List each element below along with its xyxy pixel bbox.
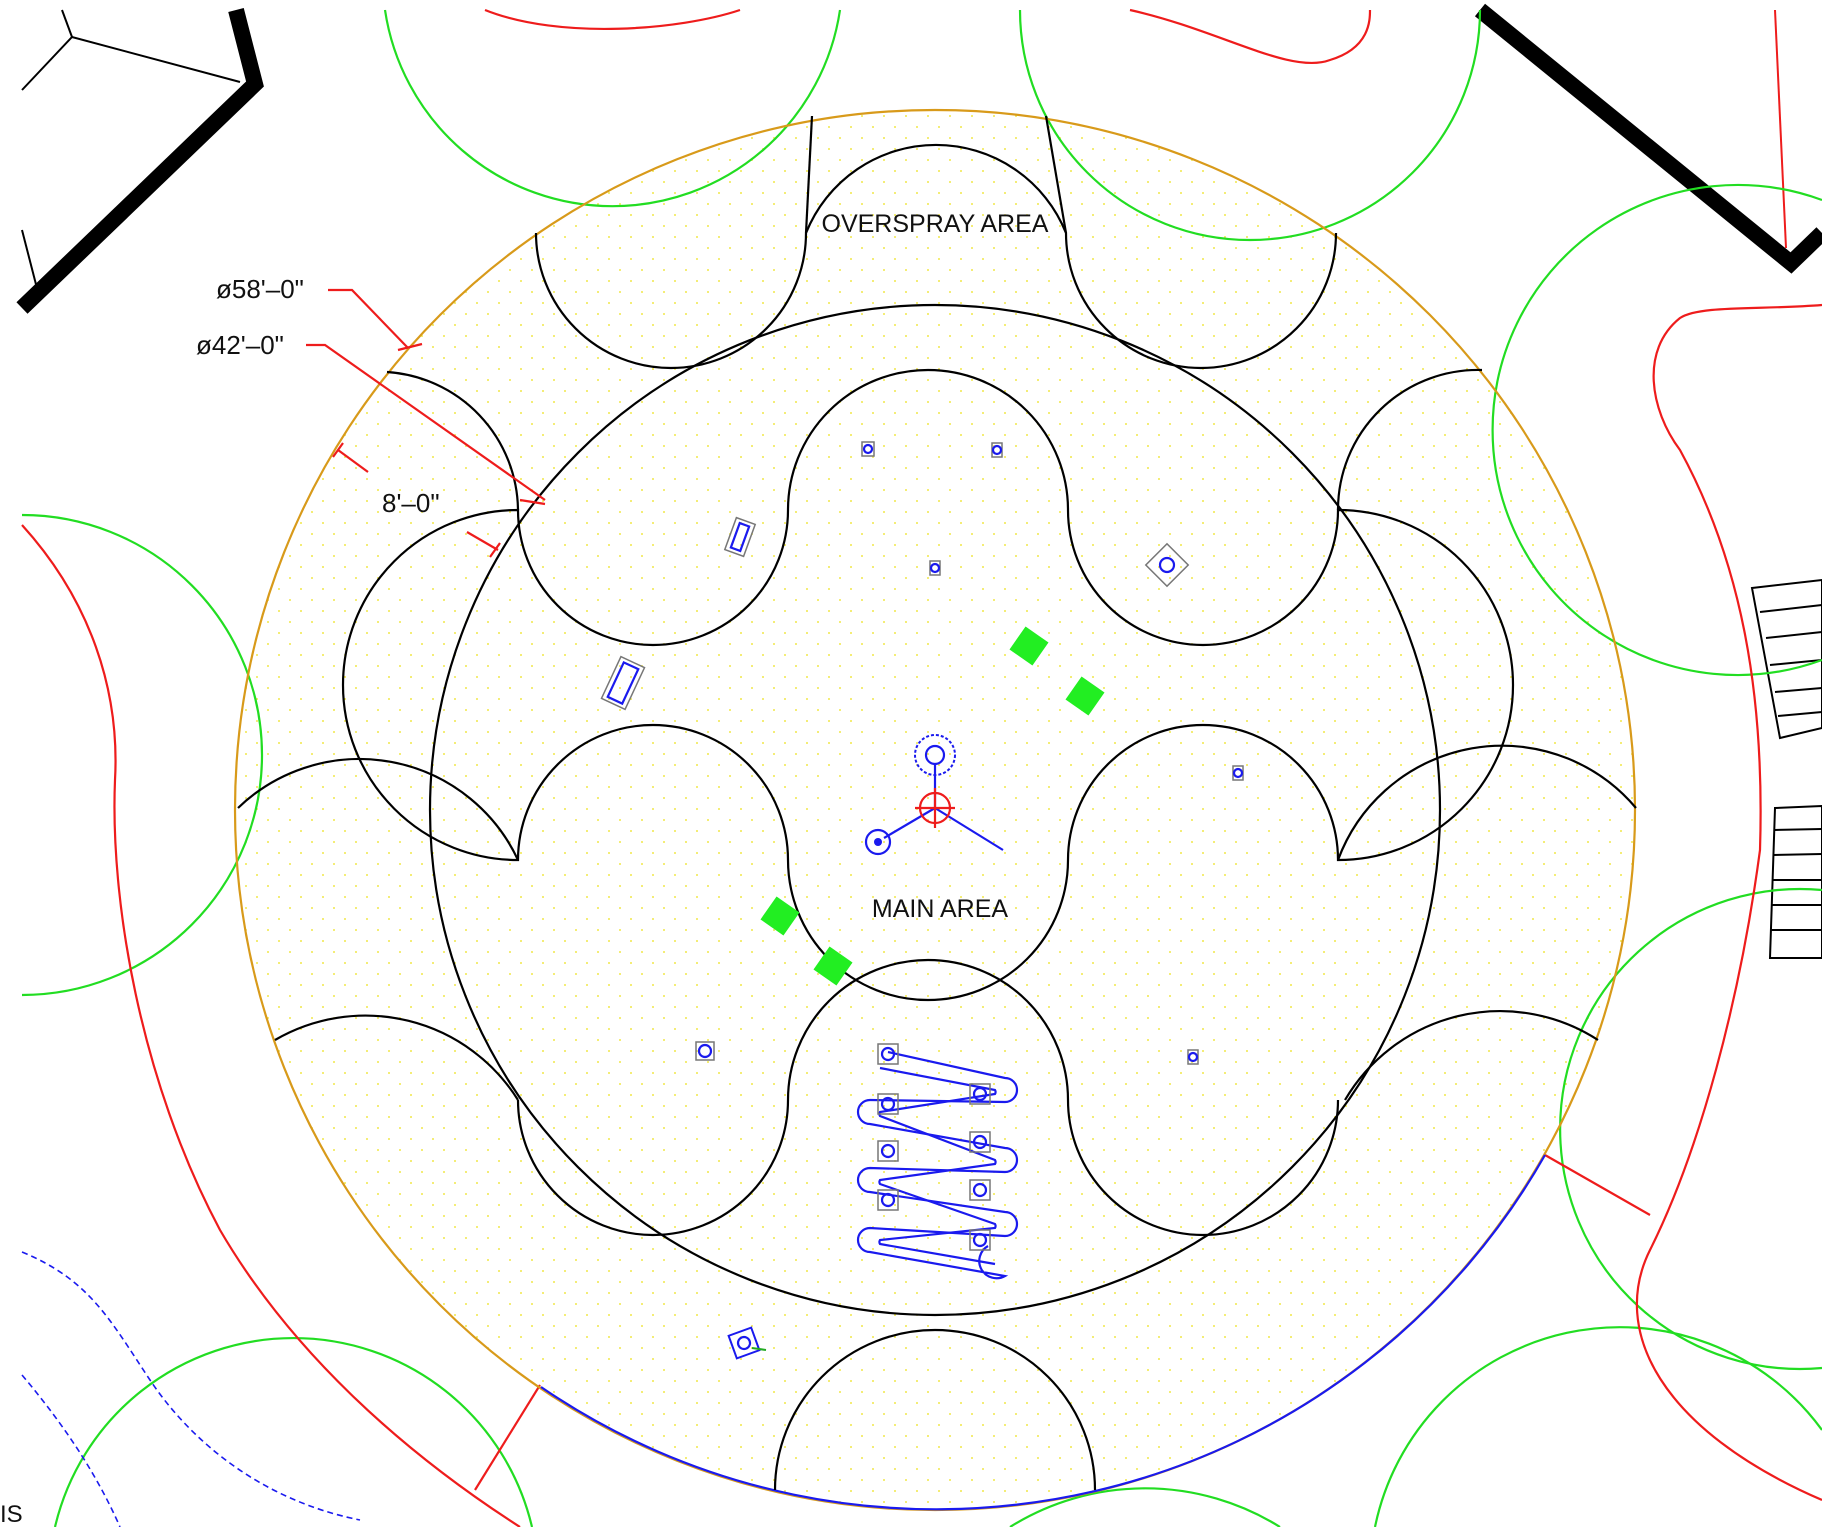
edge-text-fragment: IS	[0, 1501, 23, 1527]
tree-canopies	[21, 9, 1822, 1527]
green-planters	[760, 626, 1105, 986]
diameter-42-label: ø42'–0"	[196, 330, 284, 360]
overspray-scallops	[237, 115, 1637, 1491]
offset-8-label: 8'–0"	[382, 488, 440, 518]
diameter-58-label: ø58'–0"	[216, 274, 304, 304]
central-spray-tree	[864, 734, 1004, 856]
blue-curb-arc	[540, 1154, 1546, 1511]
dimension-leaders	[306, 288, 546, 558]
serpentine-spray-tube	[856, 1043, 1019, 1280]
main-area-label: MAIN AREA	[872, 895, 1008, 923]
overspray-area-label: OVERSPRAY AREA	[822, 210, 1049, 238]
dashed-path	[21, 1251, 361, 1527]
bench-lower	[1768, 804, 1822, 959]
wall-top-right	[1474, 3, 1822, 274]
bench-upper	[1750, 578, 1822, 740]
spray-features	[600, 441, 1244, 1360]
walkway-edges	[21, 8, 1822, 1527]
wall-top-left	[16, 8, 264, 314]
main-area-circle	[428, 303, 1442, 1317]
